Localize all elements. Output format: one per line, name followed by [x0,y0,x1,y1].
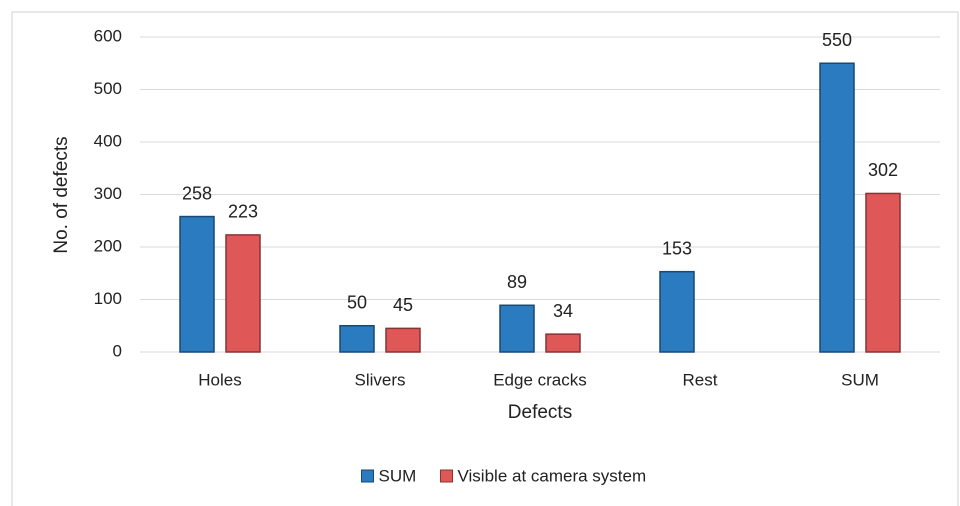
y-tick-label: 100 [94,289,122,308]
bar [659,270,695,353]
bar [225,234,261,353]
data-label: 34 [553,301,573,321]
y-tick-label: 0 [113,341,122,360]
y-tick-label: 400 [94,131,122,150]
y-tick-label: 500 [94,79,122,98]
x-tick-label: SUM [841,370,879,389]
bar [385,327,421,353]
data-label: 302 [868,160,898,180]
y-tick-label: 200 [94,236,122,255]
data-label: 258 [182,183,212,203]
data-label: 153 [662,238,692,258]
x-axis-title: Defects [508,402,572,423]
bar [499,304,535,353]
y-tick-label: 600 [94,26,122,45]
data-label: 550 [822,30,852,50]
bar [179,215,215,353]
legend-label: Visible at camera system [458,466,647,485]
bar [339,325,375,353]
x-tick-label: Holes [198,370,241,389]
y-tick-label: 300 [94,184,122,203]
x-tick-label: Rest [683,370,718,389]
data-label: 45 [393,295,413,315]
bar [865,192,901,353]
chart-frame [11,11,959,506]
y-axis-title: No. of defects [51,136,72,253]
x-tick-label: Edge cracks [493,370,587,389]
data-label: 223 [228,202,258,222]
data-label: 89 [507,272,527,292]
x-tick-label: Slivers [354,370,405,389]
bar [819,62,855,353]
legend-label: SUM [379,466,417,485]
bar [545,333,581,353]
data-label: 50 [347,293,367,313]
legend-swatch [361,469,374,483]
legend-swatch [440,469,453,483]
